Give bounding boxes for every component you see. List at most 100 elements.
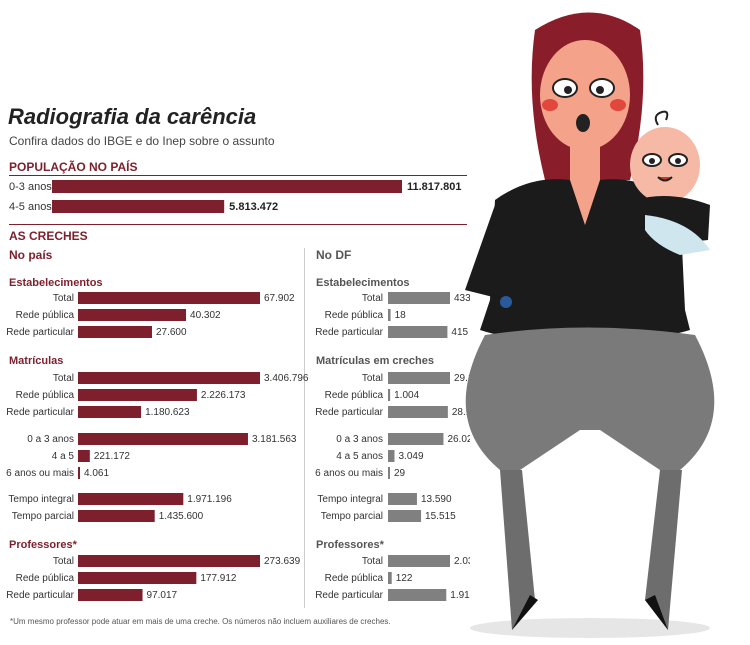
pupil-icon <box>596 86 604 94</box>
tick-label: Tempo parcial <box>321 511 383 522</box>
bar <box>388 450 395 462</box>
tick-label: Rede pública <box>325 310 384 321</box>
data-label: 3.406.796 <box>264 373 309 384</box>
baby-head-shape <box>630 127 700 203</box>
data-label: 40.302 <box>190 310 221 321</box>
tick-label: Rede particular <box>315 407 383 418</box>
tick-label: Rede pública <box>16 310 75 321</box>
column-brazil: No país <box>9 248 53 262</box>
pants-shape <box>465 327 715 470</box>
group-label: Matrículas <box>9 355 64 367</box>
bar <box>78 292 260 304</box>
data-label: 97.017 <box>147 590 178 601</box>
bar <box>388 406 448 418</box>
bar <box>388 572 392 584</box>
cheek-icon <box>610 99 626 111</box>
tick-label: Rede pública <box>325 390 384 401</box>
data-label: 1.912 <box>450 590 470 601</box>
group-label: Professores* <box>9 539 77 551</box>
cheek-icon <box>542 99 558 111</box>
bar <box>388 309 391 321</box>
baby-curl-icon <box>654 110 669 126</box>
bar <box>388 555 450 567</box>
data-label: 1.971.196 <box>187 494 232 505</box>
data-label: 27.600 <box>156 327 187 338</box>
baby-pupil-icon <box>675 158 681 164</box>
data-label: 28.101 <box>452 407 470 418</box>
tick-label: 4-5 anos <box>9 201 52 213</box>
data-label: 433 <box>454 293 470 304</box>
tick-label: Total <box>362 556 383 567</box>
bar <box>388 326 448 338</box>
tick-label: Rede pública <box>16 573 75 584</box>
bar <box>388 292 450 304</box>
bar <box>78 589 143 601</box>
tick-label: Total <box>362 373 383 384</box>
section-rule <box>9 175 467 176</box>
data-label: 29.105 <box>454 373 470 384</box>
bar <box>78 467 80 479</box>
data-label: 5.813.472 <box>229 201 278 213</box>
arm-left-shape <box>465 205 515 300</box>
tick-label: Rede particular <box>6 407 74 418</box>
data-label: 1.435.600 <box>159 511 204 522</box>
data-label: 11.817.801 <box>407 181 461 193</box>
bar <box>388 467 390 479</box>
column-df: No DF <box>316 248 352 262</box>
leg-right-shape <box>645 470 682 630</box>
bar <box>78 493 184 505</box>
bar <box>78 572 197 584</box>
tick-label: 6 anos ou mais <box>6 468 74 479</box>
data-label: 273.639 <box>264 556 301 567</box>
tick-label: Rede pública <box>16 390 75 401</box>
data-label: 415 <box>451 327 468 338</box>
data-label: 1.004 <box>394 390 419 401</box>
baby-diaper-shape <box>645 215 710 255</box>
tick-label: Tempo integral <box>8 494 74 505</box>
data-label: 2.226.173 <box>201 390 246 401</box>
bar <box>78 433 248 445</box>
group-label: Professores* <box>316 539 384 551</box>
chart-subtitle: Confira dados do IBGE e do Inep sobre o … <box>9 134 275 148</box>
bar <box>78 555 260 567</box>
data-label: 13.590 <box>421 494 452 505</box>
bar <box>388 589 447 601</box>
data-label: 221.172 <box>94 451 131 462</box>
data-label: 2.034 <box>454 556 470 567</box>
pupil-icon <box>564 86 572 94</box>
bar <box>78 450 90 462</box>
tick-label: Rede particular <box>6 590 74 601</box>
section-rule <box>9 224 467 225</box>
data-label: 15.515 <box>425 511 456 522</box>
bar <box>78 372 260 384</box>
tick-label: Rede particular <box>6 327 74 338</box>
data-label: 67.902 <box>264 293 295 304</box>
group-label: Estabelecimentos <box>316 277 410 289</box>
tick-label: Total <box>53 373 74 384</box>
chart-title: Radiografia da carência <box>8 104 257 129</box>
bar <box>388 433 444 445</box>
data-label: 177.912 <box>200 573 237 584</box>
neckline-shape <box>570 180 600 225</box>
bar <box>388 493 417 505</box>
tick-label: Rede pública <box>325 573 384 584</box>
watch-icon <box>500 296 512 308</box>
data-label: 122 <box>396 573 413 584</box>
bar <box>52 200 225 213</box>
bar <box>388 510 422 522</box>
data-label: 1.180.623 <box>145 407 190 418</box>
tick-label: 0-3 anos <box>9 181 52 193</box>
bar <box>78 309 187 321</box>
section-population: POPULAÇÃO NO PAÍS <box>9 160 138 174</box>
tick-label: 6 anos ou mais <box>315 468 383 479</box>
data-label: 26.027 <box>447 434 470 445</box>
data-label: 18 <box>395 310 407 321</box>
data-label: 3.181.563 <box>252 434 297 445</box>
data-label: 29 <box>394 468 406 479</box>
bar <box>78 510 155 522</box>
tick-label: Tempo parcial <box>12 511 74 522</box>
tick-label: Rede particular <box>315 327 383 338</box>
face-shape <box>540 40 630 150</box>
group-label: Estabelecimentos <box>9 277 103 289</box>
bar <box>388 389 391 401</box>
